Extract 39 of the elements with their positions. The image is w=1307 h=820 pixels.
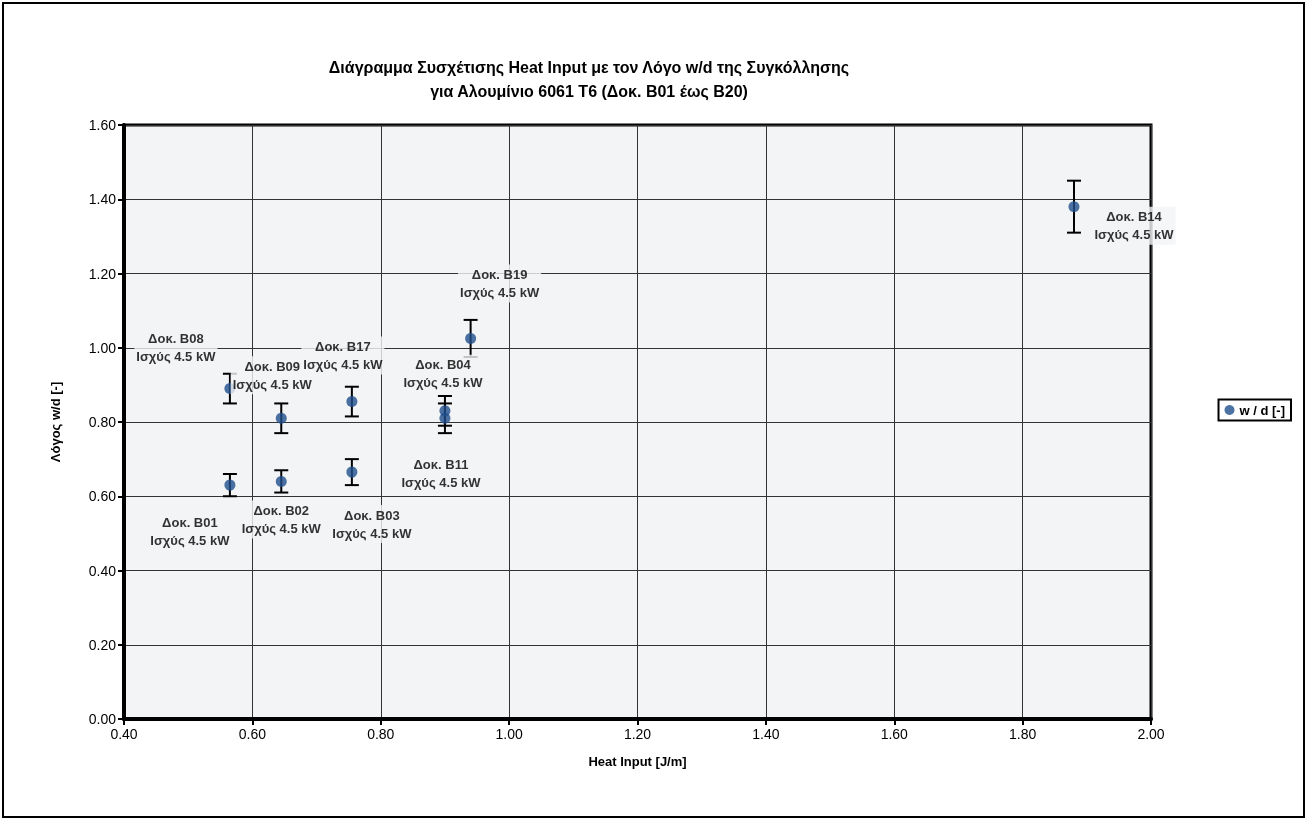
point: [346, 396, 358, 408]
point: [1068, 201, 1080, 213]
annotation: Δοκ. Β04 Ισχύς 4.5 kW: [403, 357, 484, 391]
point: [275, 475, 287, 487]
annotation: Δοκ. Β08 Ισχύς 4.5 kW: [136, 331, 217, 365]
y-axis-title: Λόγος w/d [-]: [48, 381, 63, 463]
x-tick-label: 1.00: [495, 726, 523, 742]
y-tick-label: 0.60: [88, 488, 117, 505]
annotation: Δοκ. Β01 Ισχύς 4.5 kW: [150, 514, 231, 548]
x-tick-label: 1.20: [623, 726, 652, 742]
annotation: Δοκ. Β11 Ισχύς 4.5 kW: [401, 456, 482, 490]
x-tick-label: 2.00: [1137, 726, 1165, 742]
x-tick-label: 1.80: [1009, 726, 1037, 742]
y-tick-label: 0.40: [88, 562, 117, 579]
point: [346, 466, 358, 478]
legend-label: w / d [-]: [1238, 402, 1286, 418]
x-tick-label: 0.40: [110, 726, 138, 742]
point: [224, 479, 236, 491]
x-tick-label: 1.60: [880, 726, 909, 742]
y-tick-label: 0.80: [88, 414, 117, 430]
annotation: Δοκ. Β03 Ισχύς 4.5 kW: [332, 507, 413, 541]
x-tick-label: 0.80: [367, 726, 395, 742]
x-axis-title: Heat Input [J/m]: [588, 754, 687, 769]
y-tick-label: 1.20: [88, 265, 117, 282]
point: [275, 412, 287, 424]
y-tick-label: 0.00: [88, 711, 117, 727]
point: [465, 332, 477, 344]
point: [439, 412, 451, 424]
y-tick-label: 1.00: [88, 339, 117, 356]
y-tick-label: 1.40: [88, 191, 117, 208]
x-tick-label: 1.40: [752, 726, 780, 742]
chart-title: Διάγραμμα Συσχέτισης Heat Input με τον Λόγο w/d της Συγκόλλησης για Αλουμίνιο 6061 Τ6 (Δοκ. Β01 έως Β20): [328, 58, 850, 101]
annotation: Δοκ. Β17 Ισχύς 4.5 kW: [303, 339, 384, 373]
y-tick-label: 1.60: [88, 117, 117, 133]
annotation: Δοκ. Β02 Ισχύς 4.5 kW: [241, 502, 322, 536]
annotation: Δοκ. Β14 Ισχύς 4.5 kW: [1094, 209, 1175, 243]
y-tick-label: 0.20: [88, 636, 117, 653]
x-tick-label: 0.60: [238, 726, 267, 742]
annotation: Δοκ. Β19 Ισχύς 4.5 kW: [460, 266, 540, 300]
